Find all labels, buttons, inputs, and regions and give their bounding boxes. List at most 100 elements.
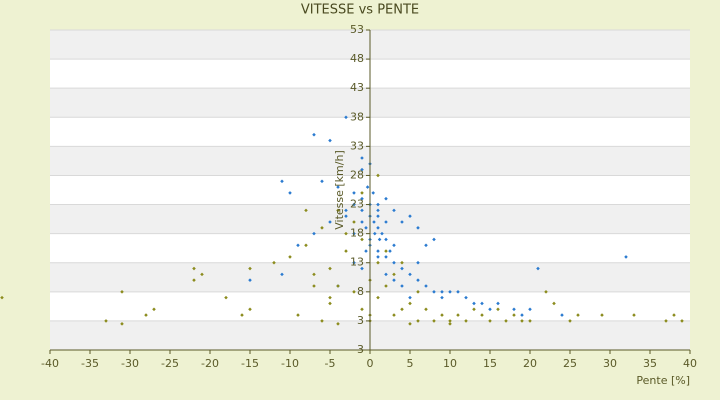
point xyxy=(432,290,436,294)
point xyxy=(120,290,124,294)
x-tick-label: 0 xyxy=(367,357,374,370)
point xyxy=(384,220,388,224)
point xyxy=(416,319,420,323)
point xyxy=(552,301,556,306)
x-tick-label: -10 xyxy=(281,357,299,370)
point xyxy=(344,214,348,218)
x-tick-label: -30 xyxy=(121,357,139,370)
point xyxy=(472,301,476,306)
point xyxy=(312,272,316,277)
point xyxy=(352,231,356,236)
point xyxy=(336,322,340,326)
point xyxy=(672,313,676,317)
point xyxy=(384,196,388,201)
point xyxy=(304,243,308,248)
point xyxy=(504,319,508,323)
point xyxy=(480,313,484,317)
x-tick-label: 20 xyxy=(523,357,537,370)
point xyxy=(392,243,396,248)
point xyxy=(364,226,368,230)
y-tick-label: 33 xyxy=(350,139,364,152)
point xyxy=(344,208,348,213)
point xyxy=(464,295,468,300)
x-tick-label: -35 xyxy=(81,357,99,370)
point xyxy=(352,191,356,195)
point xyxy=(680,319,684,323)
x-tick-label: 5 xyxy=(407,357,414,370)
point xyxy=(376,208,380,213)
point xyxy=(392,313,396,317)
y-tick-label: 3 xyxy=(357,314,364,327)
y-tick-label: 38 xyxy=(350,110,364,123)
point xyxy=(360,307,364,312)
point xyxy=(576,313,580,317)
point xyxy=(408,272,412,277)
point xyxy=(416,260,420,265)
point xyxy=(360,237,364,242)
point xyxy=(240,313,244,317)
point xyxy=(200,272,204,277)
point xyxy=(488,319,492,323)
x-tick-label: 40 xyxy=(683,357,697,370)
y-tick-label: 13 xyxy=(350,256,364,269)
point xyxy=(392,272,396,277)
y-tick-label: 23 xyxy=(350,198,364,211)
point xyxy=(424,243,428,248)
x-tick-label: 15 xyxy=(483,357,497,370)
point xyxy=(512,313,516,317)
x-tick-label: -25 xyxy=(161,357,179,370)
point xyxy=(360,220,364,224)
point xyxy=(392,260,396,265)
point xyxy=(376,214,380,218)
point xyxy=(432,237,436,242)
x-tick-label: -40 xyxy=(41,357,59,370)
point xyxy=(280,272,284,277)
y-tick-label: 48 xyxy=(350,52,364,65)
point xyxy=(352,290,356,294)
point xyxy=(352,220,356,224)
point xyxy=(304,208,308,213)
y-tick-label: 18 xyxy=(350,227,364,240)
x-tick-label: -5 xyxy=(325,357,336,370)
point xyxy=(288,191,292,195)
point xyxy=(424,307,428,312)
point xyxy=(376,202,380,207)
point xyxy=(192,266,196,271)
point xyxy=(416,278,420,282)
point xyxy=(272,260,276,265)
point xyxy=(408,322,412,326)
point xyxy=(120,322,124,326)
point xyxy=(371,191,375,195)
point xyxy=(312,284,316,288)
point xyxy=(384,255,388,259)
point xyxy=(384,249,388,253)
point xyxy=(456,290,460,294)
point xyxy=(373,231,377,236)
x-tick-label: 10 xyxy=(443,357,457,370)
point xyxy=(408,214,412,218)
point xyxy=(400,307,404,312)
point xyxy=(152,307,156,312)
point xyxy=(560,313,564,317)
point xyxy=(104,319,108,323)
point xyxy=(408,301,412,306)
point xyxy=(320,179,324,184)
point xyxy=(400,220,404,224)
point xyxy=(360,156,364,160)
y-tick-label: 8 xyxy=(357,285,364,298)
point xyxy=(376,226,380,230)
point xyxy=(400,266,404,271)
point xyxy=(365,185,370,189)
chart-title: VITESSE vs PENTE xyxy=(301,3,419,18)
point xyxy=(408,295,412,300)
point xyxy=(0,295,4,300)
point xyxy=(496,307,500,312)
point xyxy=(528,307,532,312)
point xyxy=(520,313,524,317)
point xyxy=(336,185,340,189)
point xyxy=(296,313,300,317)
point xyxy=(376,173,380,178)
point xyxy=(568,319,572,323)
